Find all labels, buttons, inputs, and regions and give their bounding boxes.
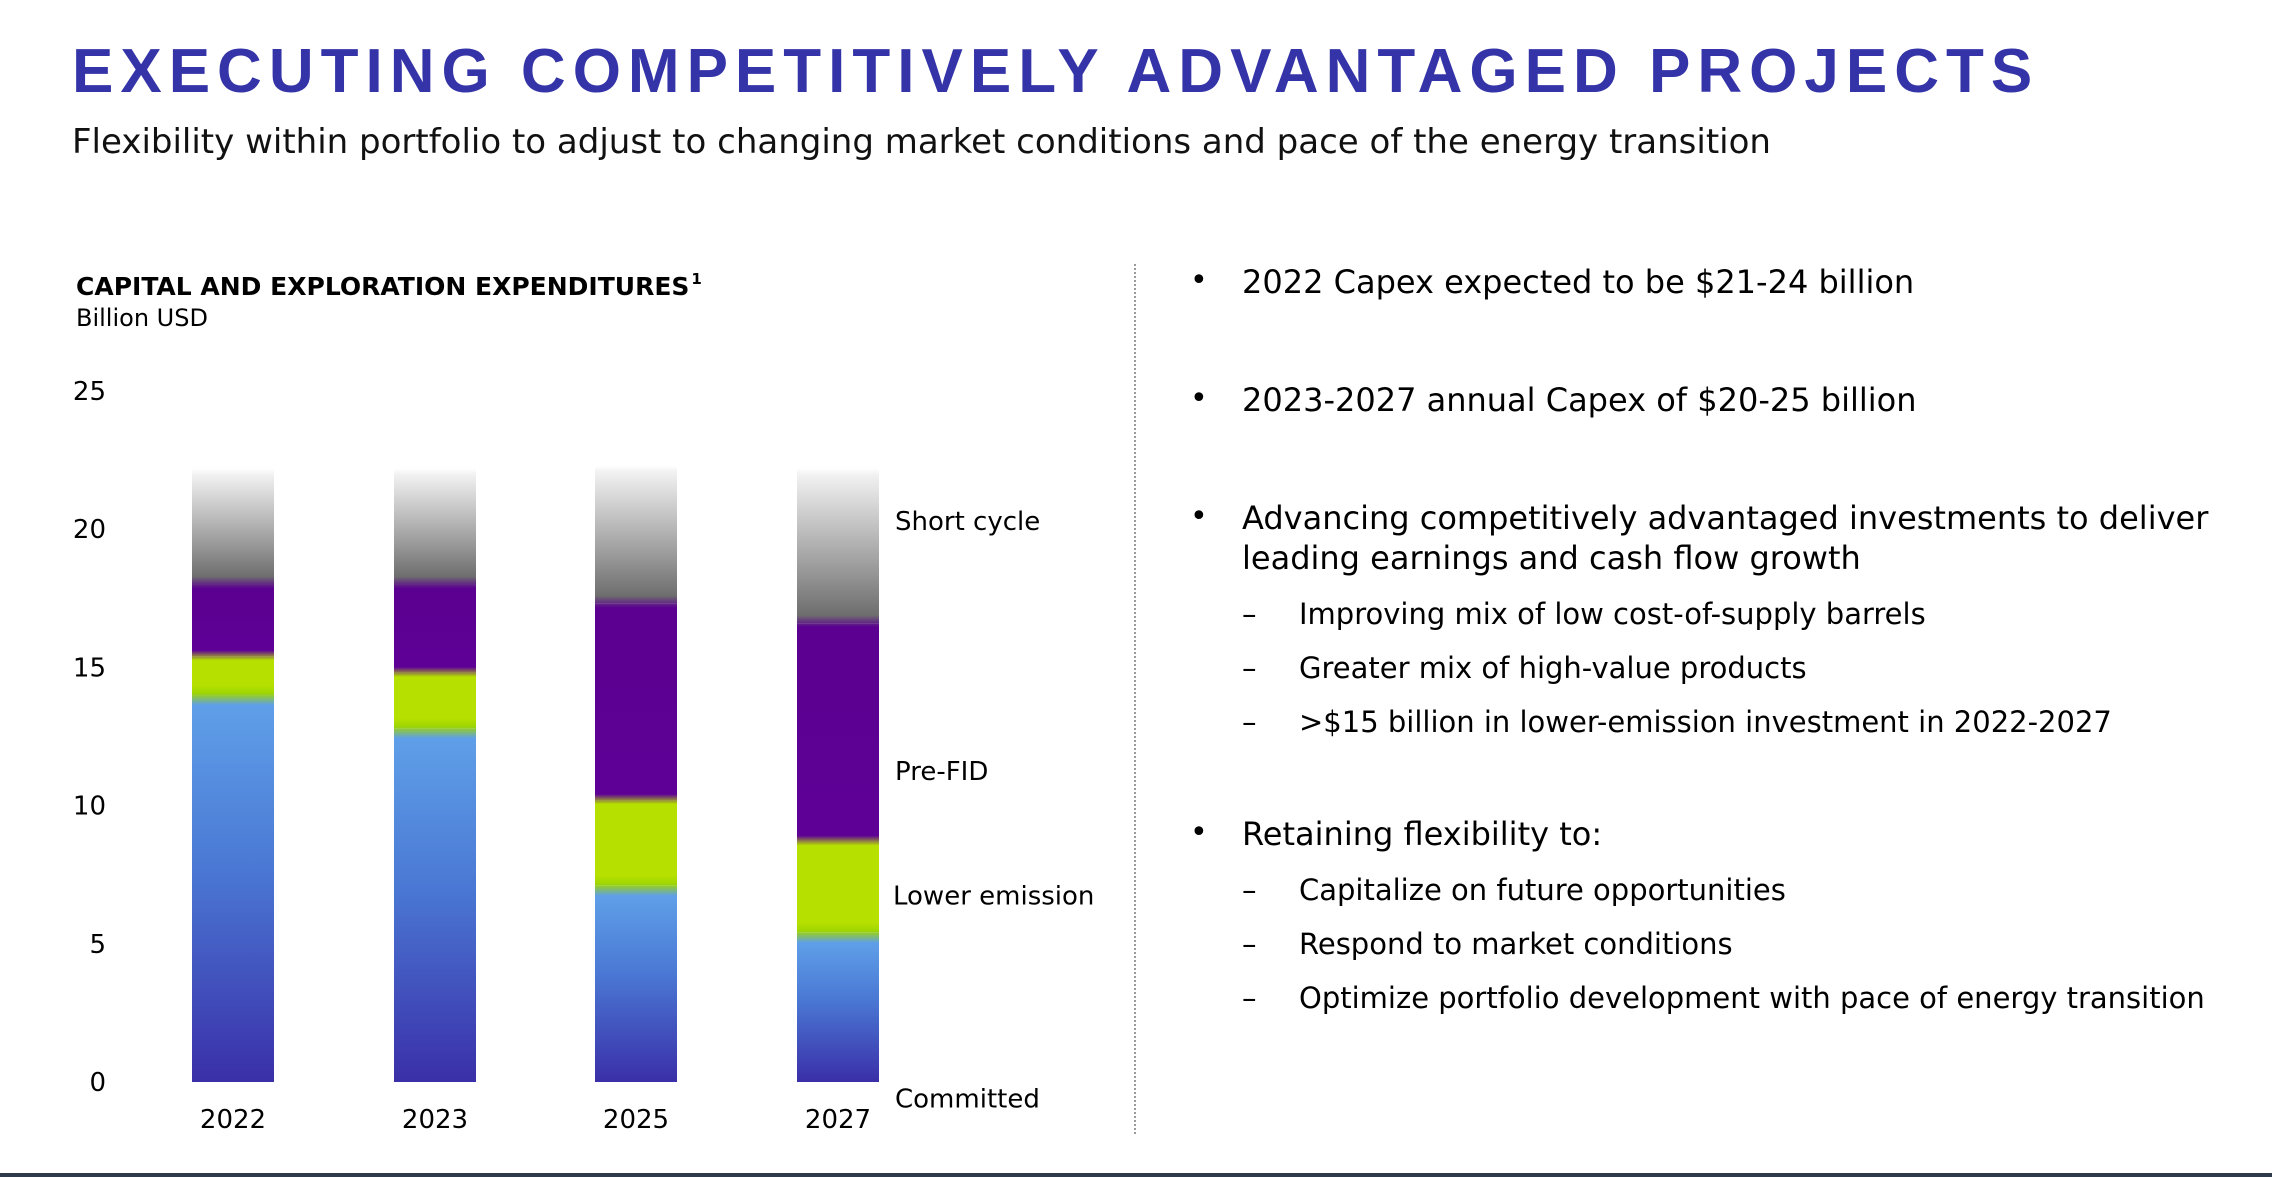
page-title: EXECUTING COMPETITIVELY ADVANTAGED PROJE… xyxy=(72,37,2040,106)
x-axis-ticks: 2022 2023 2025 2027 xyxy=(200,1105,871,1135)
sub-bullet: – Capitalize on future opportunities xyxy=(1242,872,2245,908)
bar-segment-committed-2023 xyxy=(394,728,476,1082)
bar-segment-lower-emission-2027 xyxy=(797,841,879,933)
bullet-icon: • xyxy=(1190,263,1208,298)
sub-bullet-text: Improving mix of low cost-of-supply barr… xyxy=(1299,597,1926,631)
bar-segment-lower-emission-2022 xyxy=(192,656,274,696)
bar-segment-committed-2025 xyxy=(595,885,677,1082)
dash-icon: – xyxy=(1242,597,1257,631)
sub-bullet-text: Respond to market conditions xyxy=(1299,927,1733,961)
series-label-pre-fid: Pre-FID xyxy=(895,757,988,787)
dash-icon: – xyxy=(1242,981,1257,1015)
bullet-icon: • xyxy=(1190,381,1208,416)
y-tick-label: 10 xyxy=(73,792,106,822)
bullet-list: • 2022 Capex expected to be $21-24 billi… xyxy=(1185,260,2245,1016)
bullet-icon: • xyxy=(1190,499,1208,534)
bar-segment-lower-emission-2023 xyxy=(394,672,476,729)
series-label-committed: Committed xyxy=(895,1085,1040,1115)
y-tick-label: 25 xyxy=(73,377,106,407)
chart-title-footnote: 1 xyxy=(691,270,702,288)
sub-bullet-text: >$15 billion in lower-emission investmen… xyxy=(1299,705,2112,739)
bullet-icon: • xyxy=(1190,815,1208,850)
sub-bullet-text: Optimize portfolio development with pace… xyxy=(1299,981,2205,1015)
sub-bullet: – Improving mix of low cost-of-supply bar… xyxy=(1242,596,2245,632)
y-tick-label: 20 xyxy=(73,515,106,545)
series-label-short-cycle: Short cycle xyxy=(895,507,1040,537)
y-tick-label: 15 xyxy=(73,653,106,683)
page-subtitle: Flexibility within portfolio to adjust t… xyxy=(72,122,1771,162)
bar-segment-pre-fid-2027 xyxy=(797,623,879,842)
y-axis-ticks: 0 5 10 15 20 25 xyxy=(73,377,106,1098)
sub-bullet: – Greater mix of high-value products xyxy=(1242,650,2245,686)
bar-segment-pre-fid-2025 xyxy=(595,603,677,801)
bar-segment-short-cycle-2025 xyxy=(595,465,677,604)
dash-icon: – xyxy=(1242,873,1257,907)
bar-segment-short-cycle-2023 xyxy=(394,468,476,585)
bullet-advancing-investments: • Advancing competitively advantaged inv… xyxy=(1185,498,2245,740)
bar-stacks xyxy=(192,465,879,1082)
x-tick-label: 2023 xyxy=(402,1105,468,1135)
chart-title-text: CAPITAL AND EXPLORATION EXPENDITURES xyxy=(76,272,690,301)
chart-y-unit: Billion USD xyxy=(76,304,208,332)
column-divider xyxy=(1134,264,1136,1134)
sub-bullet: – >$15 billion in lower-emission investme… xyxy=(1242,704,2245,740)
dash-icon: – xyxy=(1242,705,1257,739)
sub-bullet-text: Greater mix of high-value products xyxy=(1299,651,1807,685)
dash-icon: – xyxy=(1242,927,1257,961)
sub-bullet: – Optimize portfolio development with pac… xyxy=(1242,980,2245,1016)
bar-segment-pre-fid-2023 xyxy=(394,584,476,673)
bar-segment-pre-fid-2022 xyxy=(192,584,274,657)
x-tick-label: 2025 xyxy=(603,1105,669,1135)
x-tick-label: 2022 xyxy=(200,1105,266,1135)
bar-segment-short-cycle-2027 xyxy=(797,468,879,624)
bar-segment-short-cycle-2022 xyxy=(192,468,274,585)
y-tick-label: 0 xyxy=(89,1068,106,1098)
bullet-text: 2022 Capex expected to be $21-24 billion xyxy=(1242,263,1915,301)
series-labels: Committed Lower emission Pre-FID Short cycl… xyxy=(893,507,1094,1115)
bullet-text: Advancing competitively advantaged inves… xyxy=(1242,499,2209,577)
dash-icon: – xyxy=(1242,651,1257,685)
bullet-capex-2023-2027: • 2023-2027 annual Capex of $20-25 billi… xyxy=(1185,380,2245,420)
sub-bullet-text: Capitalize on future opportunities xyxy=(1299,873,1786,907)
bullet-capex-2022: • 2022 Capex expected to be $21-24 billi… xyxy=(1185,262,2245,302)
chart-title: CAPITAL AND EXPLORATION EXPENDITURES 1 xyxy=(76,270,702,301)
bullet-text: 2023-2027 annual Capex of $20-25 billion xyxy=(1242,381,1917,419)
sub-bullet: – Respond to market conditions xyxy=(1242,926,2245,962)
y-tick-label: 5 xyxy=(89,930,106,960)
bullet-retaining-flexibility: • Retaining flexibility to: – Capitalize … xyxy=(1185,814,2245,1016)
series-label-lower-emission: Lower emission xyxy=(893,881,1094,911)
bullet-text: Retaining flexibility to: xyxy=(1242,815,1603,853)
bar-segment-committed-2022 xyxy=(192,695,274,1082)
bar-segment-lower-emission-2025 xyxy=(595,800,677,886)
footer-rule xyxy=(0,1173,2272,1177)
bar-segment-committed-2027 xyxy=(797,932,879,1082)
x-tick-label: 2027 xyxy=(805,1105,871,1135)
